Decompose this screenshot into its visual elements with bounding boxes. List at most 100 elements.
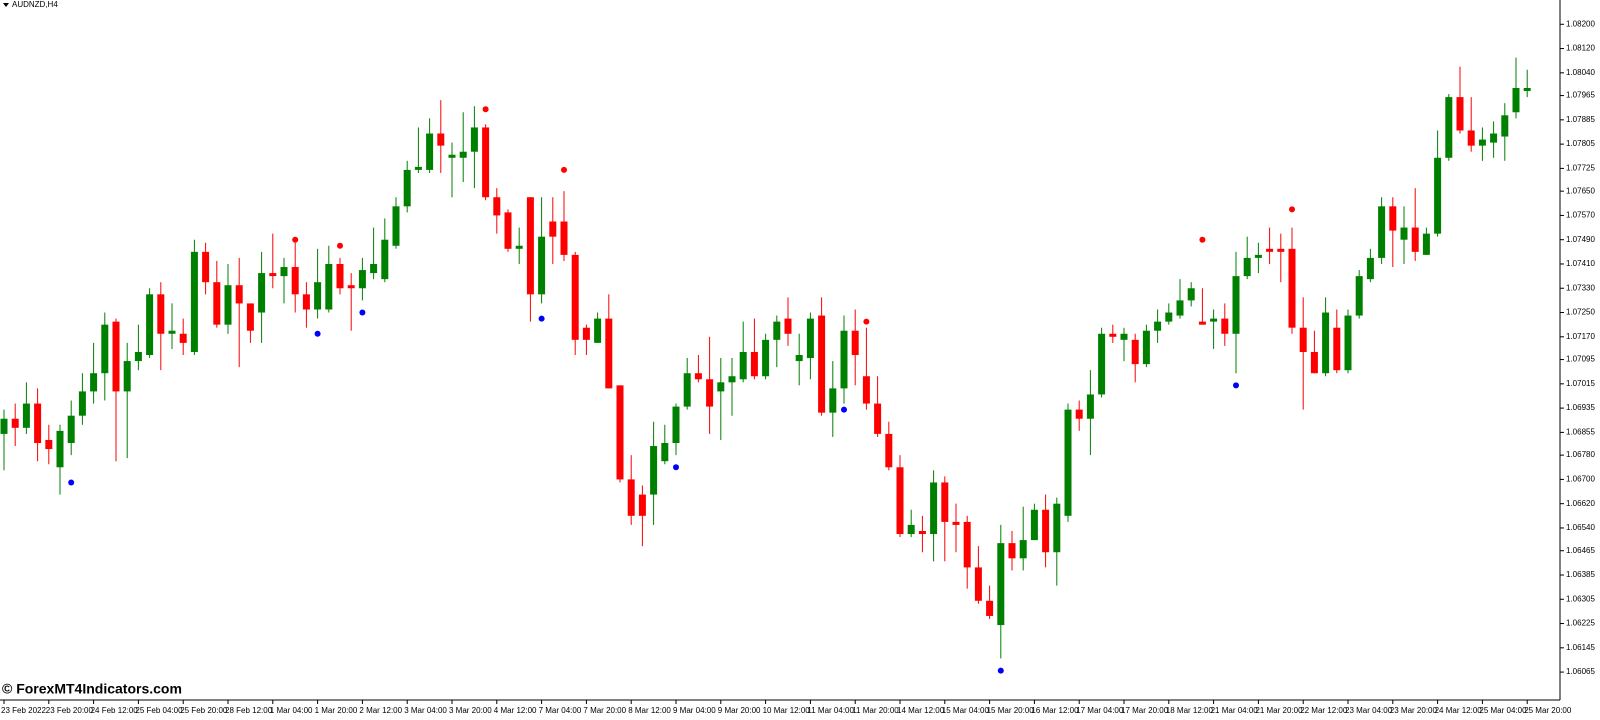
candle-body — [1378, 206, 1386, 258]
candle-body — [190, 251, 198, 352]
y-tick-label: 1.06225 — [1566, 619, 1595, 628]
candle-body — [694, 373, 702, 380]
y-tick-label: 1.06305 — [1566, 594, 1595, 603]
candle-body — [34, 403, 42, 443]
y-tick-label: 1.06065 — [1566, 667, 1595, 676]
buy-signal — [1233, 382, 1239, 389]
y-tick-label: 1.06385 — [1566, 570, 1595, 579]
candle-body — [78, 391, 86, 416]
candle-body — [538, 236, 546, 295]
candle-body — [1366, 257, 1374, 280]
candle-body — [1019, 540, 1027, 559]
x-tick-label: 16 Mar 12:00 — [1031, 706, 1079, 715]
y-tick-label: 1.07805 — [1566, 139, 1595, 148]
watermark: © ForexMT4Indicators.com — [2, 681, 182, 697]
x-tick-label: 23 Feb 20:00 — [46, 706, 94, 715]
x-tick-label: 1 Mar 04:00 — [270, 706, 313, 715]
sell-signal — [337, 242, 343, 249]
candle-body — [1187, 288, 1195, 301]
y-tick-label: 1.07330 — [1566, 283, 1595, 292]
candle-body — [336, 263, 344, 289]
candle-body — [549, 221, 557, 237]
candle-body — [358, 270, 366, 289]
candle-body — [202, 251, 210, 283]
candle-body — [470, 127, 478, 152]
candle-body — [493, 197, 501, 216]
x-tick-label: 4 Mar 12:00 — [494, 706, 537, 715]
candle-body — [414, 166, 422, 170]
candle-body — [1322, 312, 1330, 374]
x-tick-label: 17 Mar 20:00 — [1121, 706, 1169, 715]
x-tick-label: 24 Feb 12:00 — [91, 706, 139, 715]
y-tick-label: 1.07410 — [1566, 259, 1595, 268]
candle-body — [1389, 206, 1397, 231]
candle-body — [1434, 157, 1442, 234]
candle-body — [1210, 318, 1218, 322]
candle-body — [974, 567, 982, 601]
candle-body — [1075, 409, 1083, 419]
x-tick-label: 9 Mar 20:00 — [718, 706, 761, 715]
x-tick-label: 15 Mar 20:00 — [987, 706, 1035, 715]
x-tick-label: 25 Feb 04:00 — [135, 706, 183, 715]
x-tick-label: 9 Mar 04:00 — [673, 706, 716, 715]
candle-body — [157, 294, 165, 334]
candle-body — [840, 330, 848, 389]
sell-signal — [863, 318, 870, 325]
buy-signal — [538, 315, 545, 322]
candle-body — [280, 267, 288, 277]
candle-body — [1501, 115, 1509, 137]
candle-body — [1277, 248, 1285, 252]
candle-body — [717, 382, 725, 392]
candle-body — [986, 600, 994, 616]
candle-body — [213, 282, 221, 325]
candle-body — [1243, 257, 1251, 277]
x-tick-label: 2 Mar 12:00 — [359, 706, 402, 715]
buy-signal — [359, 309, 366, 316]
candle-body — [403, 169, 411, 207]
candle-body — [650, 446, 658, 495]
menu-triangle[interactable] — [3, 3, 9, 7]
y-tick-label: 1.06935 — [1566, 403, 1595, 412]
y-tick-label: 1.07490 — [1566, 235, 1595, 244]
x-tick-label: 14 Mar 12:00 — [897, 706, 945, 715]
candle-body — [762, 339, 770, 377]
candle-body — [918, 530, 926, 535]
candle-body — [325, 263, 333, 310]
x-tick-label: 10 Mar 12:00 — [763, 706, 811, 715]
candle-body — [112, 321, 120, 392]
candle-body — [1042, 509, 1050, 553]
candle-body — [526, 197, 534, 295]
candle-body — [101, 324, 109, 374]
x-tick-label: 8 Mar 12:00 — [628, 706, 671, 715]
x-tick-label: 25 Feb 20:00 — [180, 706, 228, 715]
candle-body — [1445, 97, 1453, 158]
candle-body — [437, 133, 445, 146]
candle-body — [851, 330, 859, 356]
buy-signal — [997, 667, 1004, 674]
candle-body — [1176, 300, 1184, 316]
candle-body — [1142, 330, 1150, 365]
x-tick-label: 11 Mar 20:00 — [852, 706, 899, 715]
candle-body — [1288, 248, 1296, 328]
candle-body — [997, 543, 1005, 626]
x-tick-label: 15 Mar 04:00 — [942, 706, 990, 715]
candle-body — [1512, 87, 1520, 113]
x-tick-label: 25 Mar 04:00 — [1479, 706, 1527, 715]
candle-body — [795, 355, 803, 362]
candle-body — [605, 318, 613, 389]
buy-signal — [314, 330, 321, 337]
candle-body — [22, 403, 30, 428]
candle-body — [146, 294, 154, 356]
candle-body — [1086, 394, 1094, 419]
candle-body — [168, 330, 176, 334]
x-tick-label: 22 Mar 12:00 — [1300, 706, 1348, 715]
candle-body — [515, 245, 523, 249]
candle-body — [370, 263, 378, 274]
candle-body — [1478, 139, 1486, 146]
candle-body — [1310, 351, 1318, 374]
x-tick-label: 23 Mar 04:00 — [1345, 706, 1393, 715]
candle-body — [907, 524, 915, 535]
y-tick-label: 1.06465 — [1566, 546, 1595, 555]
y-tick-label: 1.08120 — [1566, 44, 1595, 53]
